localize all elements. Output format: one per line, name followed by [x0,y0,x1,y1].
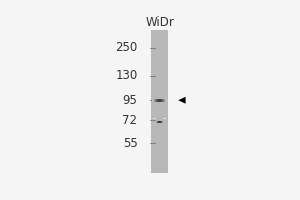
Text: 130: 130 [115,69,137,82]
Text: 55: 55 [123,137,137,150]
Polygon shape [178,97,186,104]
Text: WiDr: WiDr [145,16,174,29]
Bar [151,30,168,173]
Text: 95: 95 [123,94,137,107]
Text: 72: 72 [122,114,137,127]
Text: 250: 250 [115,41,137,54]
